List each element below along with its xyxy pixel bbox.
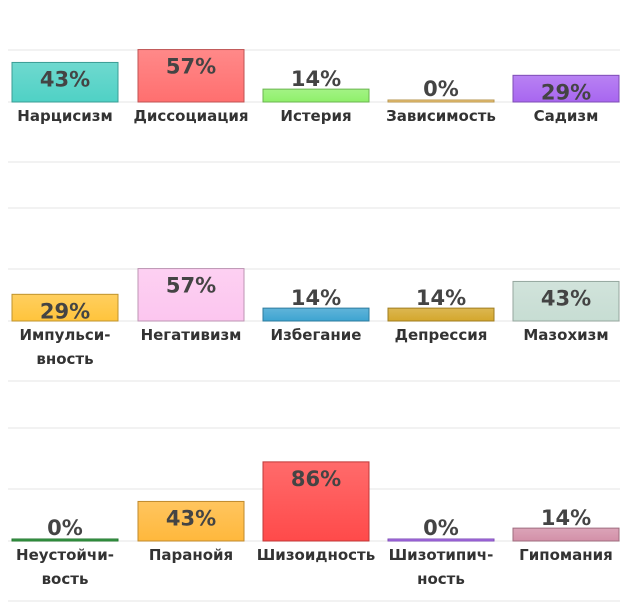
category-label: Импульси- bbox=[19, 326, 110, 344]
bar-value-label: 0% bbox=[423, 77, 459, 101]
bar-value-label: 14% bbox=[541, 506, 591, 530]
category-label: вность bbox=[36, 350, 93, 368]
bar bbox=[512, 280, 620, 322]
bar bbox=[137, 268, 245, 322]
category-label: вость bbox=[42, 570, 89, 588]
category-label: Истерия bbox=[280, 107, 351, 125]
category-label: Шизотипич- bbox=[389, 546, 494, 564]
bar-value-label: 57% bbox=[166, 274, 216, 298]
category-label: Депрессия bbox=[395, 326, 488, 344]
category-label: Шизоидность bbox=[257, 546, 375, 564]
category-label: Избегание bbox=[271, 326, 362, 344]
bar-value-label: 14% bbox=[291, 67, 341, 91]
bar bbox=[512, 527, 620, 542]
bar-value-label: 43% bbox=[541, 286, 591, 310]
bar-value-label: 0% bbox=[423, 516, 459, 540]
bar-value-label: 43% bbox=[166, 506, 216, 530]
bar bbox=[11, 293, 119, 322]
bar bbox=[512, 74, 620, 103]
bar bbox=[11, 61, 119, 103]
chart-panel-3: 0% Неустойчи-вость 43% Паранойя 86% Шизоиднос… bbox=[8, 427, 620, 602]
bar bbox=[387, 538, 495, 542]
bar-value-label: 43% bbox=[40, 67, 90, 91]
bar-value-label: 86% bbox=[291, 467, 341, 491]
category-label: Паранойя bbox=[149, 546, 233, 564]
category-label: Мазохизм bbox=[523, 326, 608, 344]
bar-value-label: 29% bbox=[541, 80, 591, 104]
bar bbox=[262, 88, 370, 103]
bar-value-label: 0% bbox=[47, 516, 83, 540]
category-label: Диссоциация bbox=[134, 107, 249, 125]
bar bbox=[262, 307, 370, 322]
bar bbox=[262, 461, 370, 542]
category-label: Нарцисизм bbox=[17, 107, 112, 125]
category-label: Неустойчи- bbox=[16, 546, 114, 564]
bar-value-label: 14% bbox=[416, 286, 466, 310]
bar-value-label: 57% bbox=[166, 55, 216, 79]
category-label: Гипомания bbox=[519, 546, 613, 564]
category-label: Зависимость bbox=[386, 107, 496, 125]
category-label: ность bbox=[417, 570, 465, 588]
bar bbox=[137, 49, 245, 103]
chart-panel-2: 29% Импульси-вность 57% Негативизм 14% Избега… bbox=[8, 207, 620, 382]
category-label: Садизм bbox=[534, 107, 599, 125]
bar bbox=[387, 307, 495, 322]
chart-panel-1: 43% Нарцисизм 57% Диссоциация 14% Истерия 0% За… bbox=[8, 49, 620, 163]
bar-value-label: 29% bbox=[40, 299, 90, 323]
category-label: Негативизм bbox=[141, 326, 242, 344]
bar bbox=[137, 500, 245, 542]
bar-value-label: 14% bbox=[291, 286, 341, 310]
bar bbox=[387, 99, 495, 103]
bar bbox=[11, 538, 119, 542]
